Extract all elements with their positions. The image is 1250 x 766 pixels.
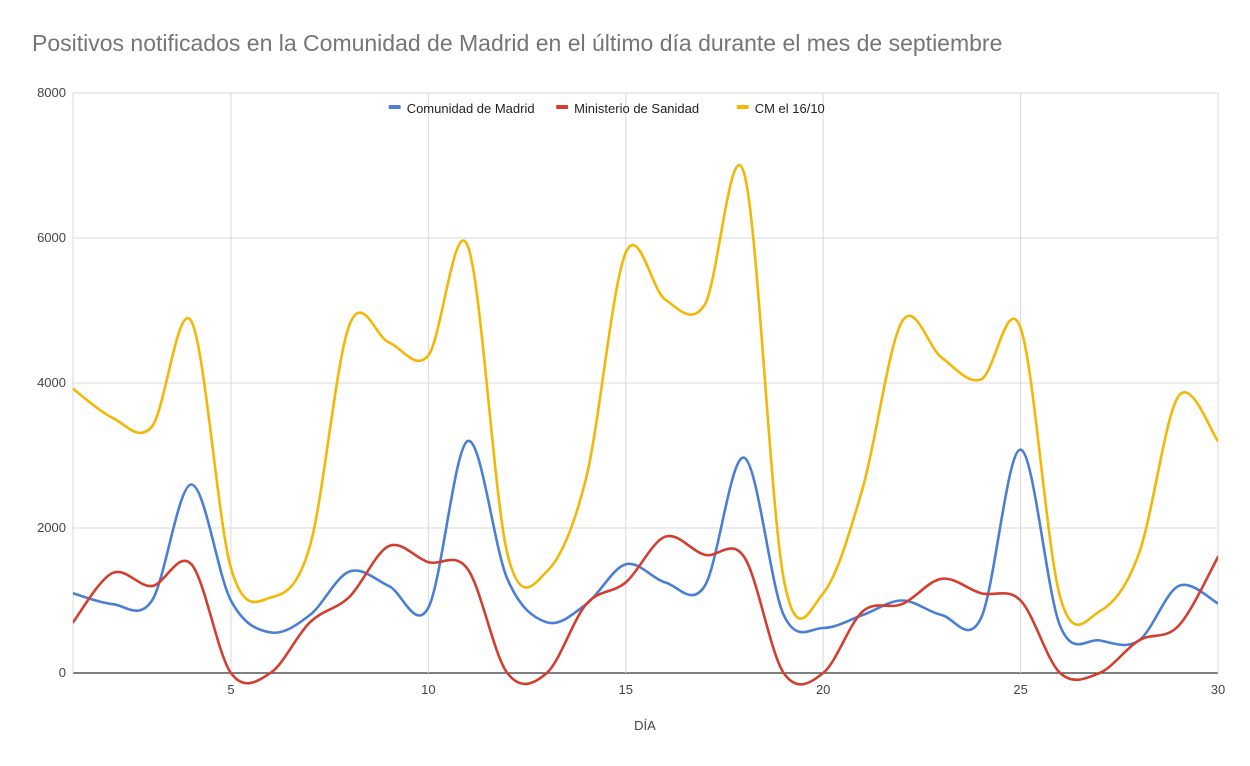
y-tick-label: 0 [59,665,66,680]
series-line-1 [73,439,1218,647]
legend-swatch [388,105,401,109]
series-line-3 [73,163,1218,626]
x-tick-label: 10 [421,682,435,697]
series-lines [73,163,1218,686]
x-tick-label: 20 [816,682,830,697]
legend: Comunidad de Madrid Ministerio de Sanidad… [388,101,825,116]
x-axis-title: DÍA [634,718,656,733]
y-tick-label: 2000 [37,520,66,535]
legend-label: Comunidad de Madrid [407,101,535,116]
x-tick-label: 30 [1211,682,1225,697]
x-tick-label: 15 [619,682,633,697]
x-tick-label: 5 [227,682,234,697]
legend-swatch [736,105,749,109]
tick-labels: 0 2000 4000 6000 8000 5 10 15 20 25 30 [37,85,1225,697]
legend-item: Comunidad de Madrid [388,101,535,116]
x-tick-label: 25 [1013,682,1027,697]
legend-label: CM el 16/10 [755,101,825,116]
series-line-2 [73,534,1218,686]
y-tick-label: 8000 [37,85,66,100]
chart-title: Positivos notificados en la Comunidad de… [32,30,1003,56]
y-tick-label: 6000 [37,230,66,245]
legend-swatch [556,105,569,109]
legend-item: CM el 16/10 [736,101,825,116]
legend-label: Ministerio de Sanidad [574,101,699,116]
grid [72,92,1219,674]
y-tick-label: 4000 [37,375,66,390]
legend-item: Ministerio de Sanidad [556,101,699,116]
